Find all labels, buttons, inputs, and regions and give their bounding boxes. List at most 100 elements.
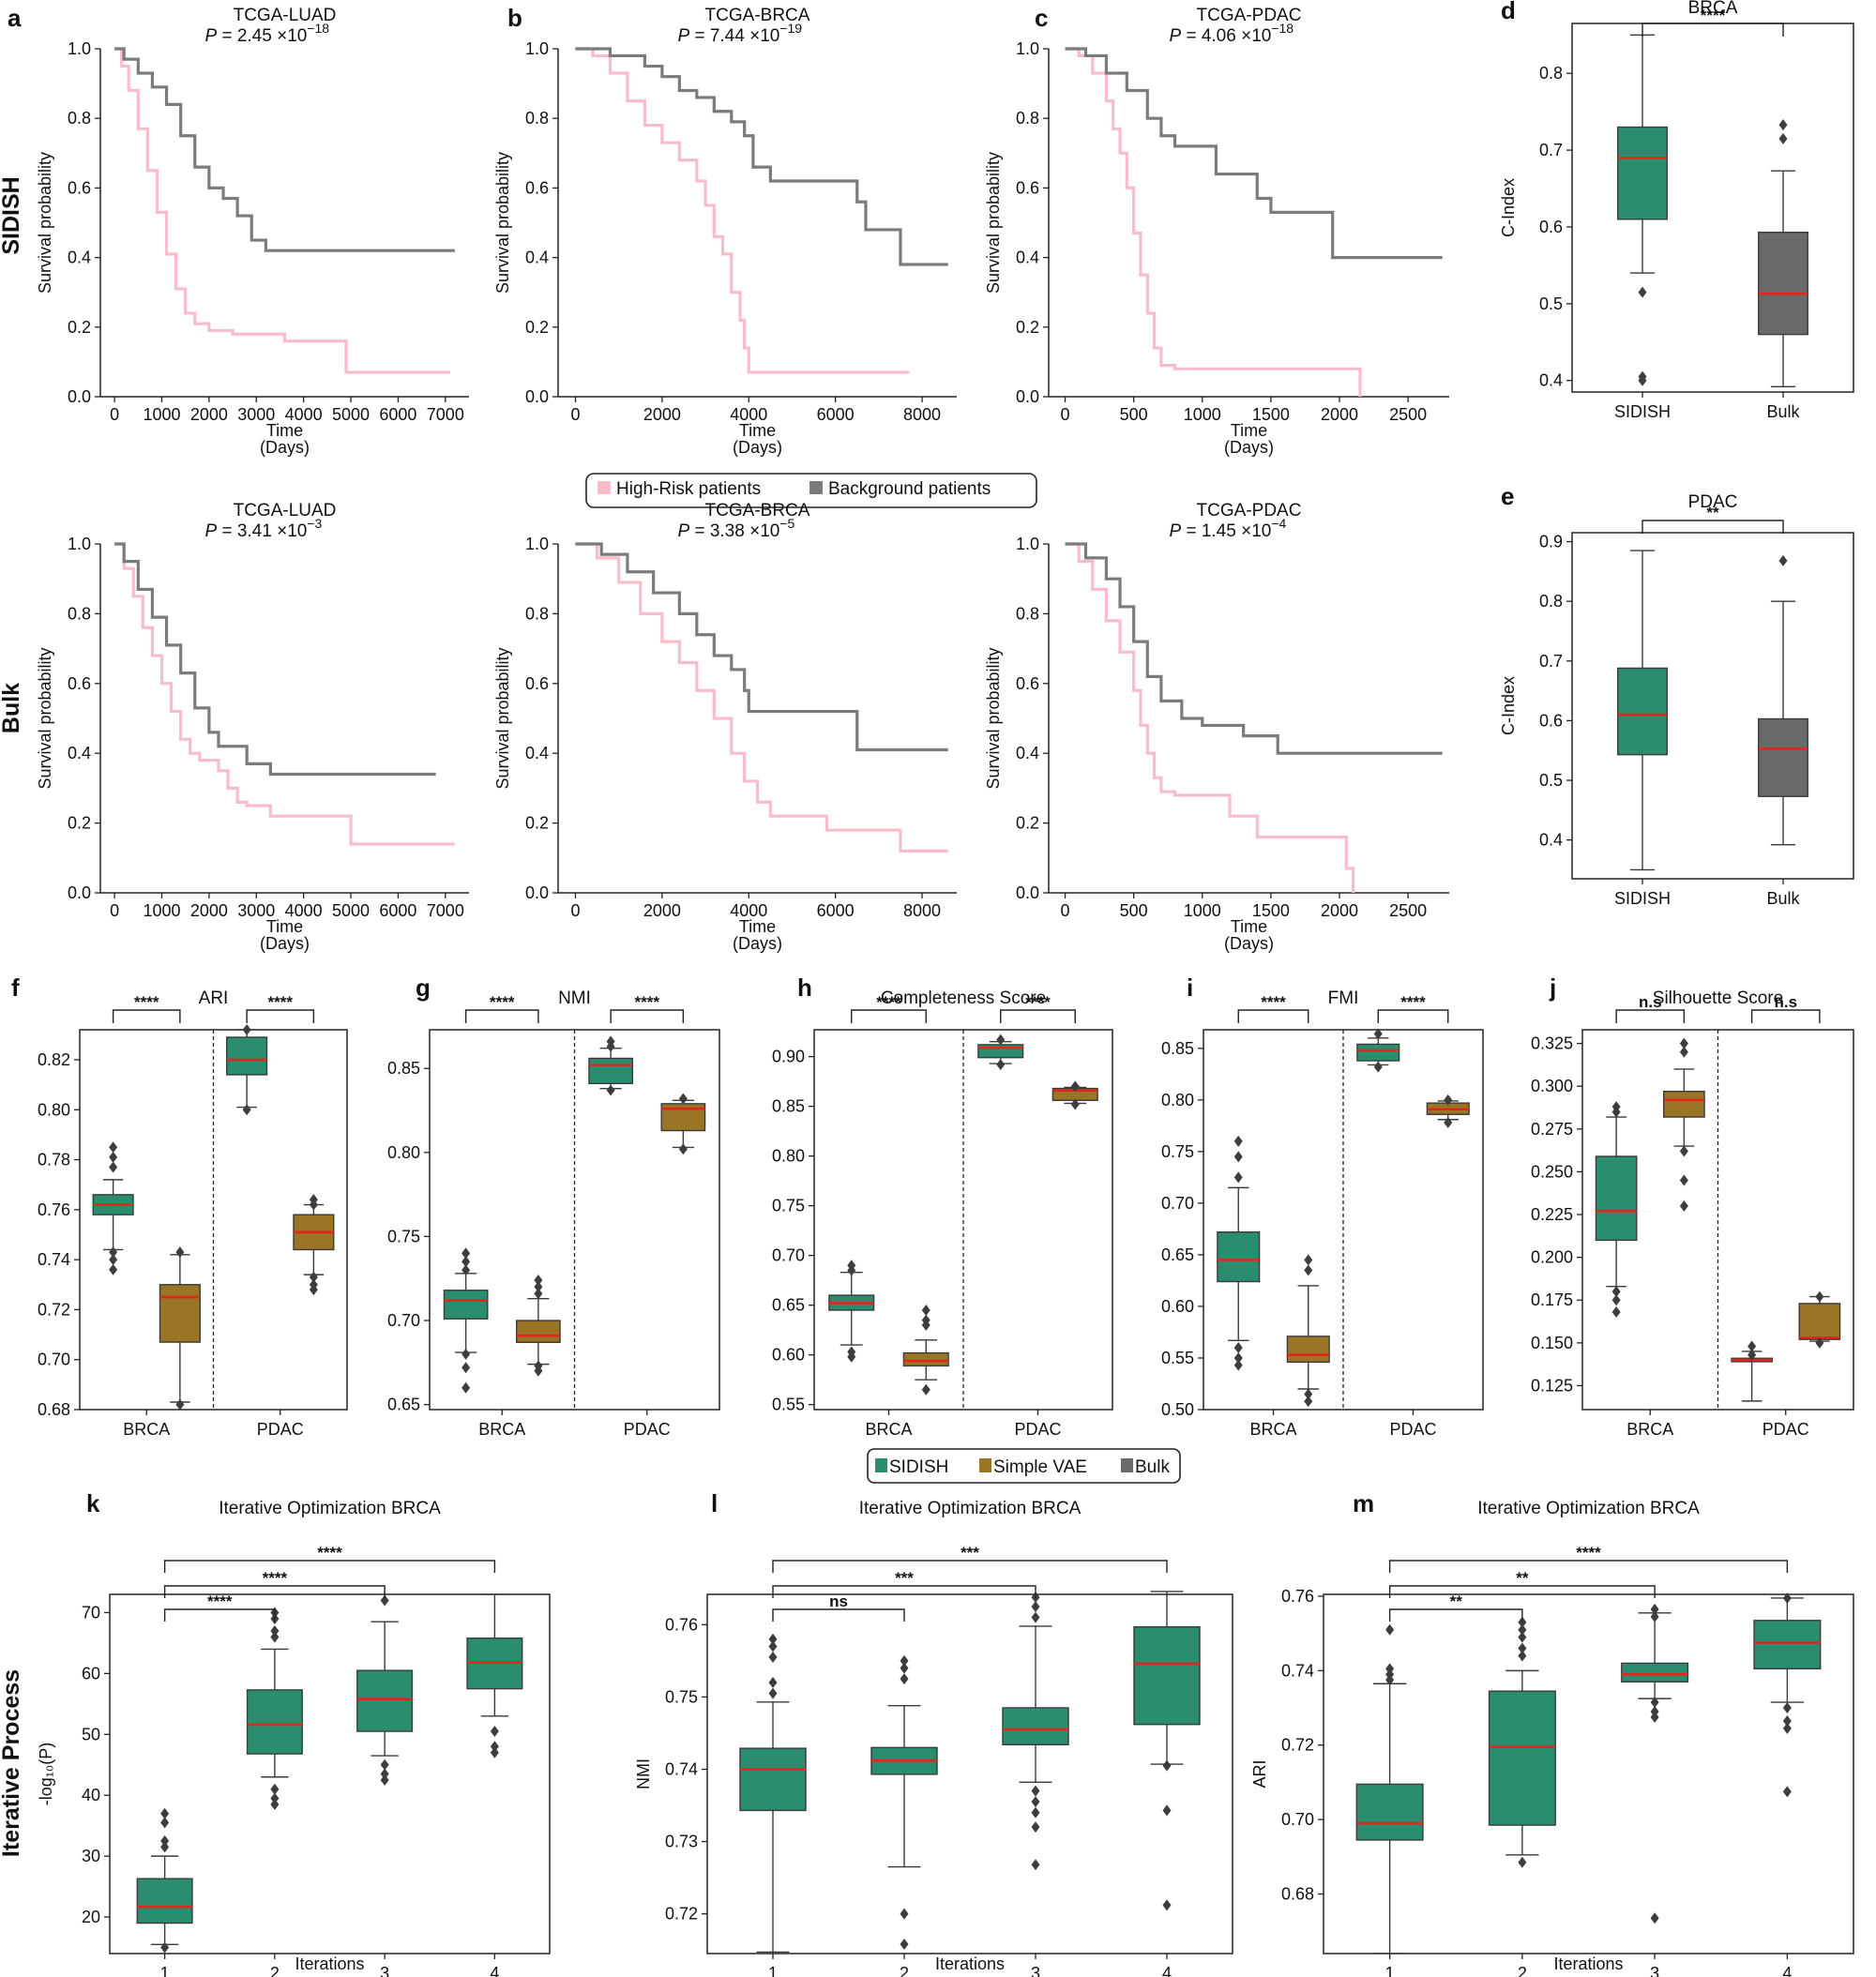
g-box-1-outlier — [461, 1348, 471, 1360]
d-ytick-label: 0.5 — [1539, 294, 1563, 313]
k-box-4-outlier — [490, 1746, 499, 1758]
f-ytick-label: 0.74 — [38, 1250, 70, 1269]
k-box-3-outlier — [380, 1768, 389, 1780]
d-plot-frame — [1571, 23, 1854, 393]
l-box-3-outlier — [1031, 1796, 1040, 1808]
b-xlabel-units: (Days) — [733, 438, 782, 457]
h-title: Completeness Score — [881, 988, 1046, 1008]
d-ytick-label: 0.8 — [1539, 64, 1563, 83]
m-box-2-iqr — [1488, 1690, 1556, 1826]
panel-i: i FMI 0.50 0.55 0.60 0.65 0.70 0.75 0.80 0.85 BRCA… — [1161, 973, 1484, 1439]
l-ytick-label: 0.74 — [665, 1759, 698, 1778]
b-ytick-label: 0.2 — [525, 318, 549, 337]
k-ytick-label: 50 — [82, 1725, 100, 1743]
a-title: TCGA-LUAD — [234, 6, 337, 25]
j-sig-bracket — [1615, 1009, 1686, 1023]
e-ytick-label: 0.5 — [1539, 771, 1563, 790]
m-box-4-outlier — [1782, 1786, 1792, 1798]
m-title: Iterative Optimization BRCA — [1477, 1499, 1700, 1518]
l-box-3-outlier — [1031, 1821, 1040, 1834]
g-sig-bracket — [610, 1009, 685, 1023]
a-ytick-label: 0.6 — [68, 178, 91, 197]
d-ylabel: C-Index — [1499, 178, 1518, 237]
g-ytick-label: 0.75 — [387, 1227, 420, 1245]
j-sig-bracket — [1750, 1009, 1821, 1023]
box-legend-swatch-sidish — [875, 1458, 887, 1472]
m-box-4-iqr — [1753, 1620, 1822, 1670]
k-box-2-iqr — [246, 1689, 303, 1755]
c2-ytick-label: 1.0 — [1016, 535, 1039, 553]
k-box-1-outlier — [160, 1841, 170, 1853]
c2-ytick-label: 0.4 — [1016, 744, 1039, 762]
m-xlabel: Iterations — [1553, 1954, 1623, 1973]
b2-ytick-label: 0.4 — [525, 744, 549, 762]
panel-label-a: a — [8, 4, 22, 32]
k-ylabel: -log₁₀(P) — [37, 1743, 55, 1806]
l-box-1-outlier — [768, 1652, 778, 1664]
i-title: FMI — [1328, 988, 1359, 1008]
panel-label-c: c — [1035, 4, 1048, 32]
b2-ylabel: Survival probability — [493, 647, 512, 789]
m-ytick-label: 0.68 — [1281, 1884, 1314, 1903]
h-ytick-label: 0.55 — [772, 1396, 805, 1414]
k-box-2-outlier — [270, 1798, 280, 1810]
g-box-3-outlier — [606, 1084, 615, 1096]
l-title: Iterative Optimization BRCA — [859, 1499, 1082, 1518]
f-ytick-label: 0.68 — [38, 1400, 70, 1419]
f-sig-bracket — [246, 1009, 315, 1023]
j-xtick-label: PDAC — [1763, 1420, 1809, 1439]
d-box-2-outlier — [1778, 119, 1788, 131]
m-box-2-outlier — [1518, 1623, 1527, 1636]
c2-xtick-label: 0 — [1061, 901, 1070, 920]
km-legend-high-risk: High-Risk patients — [616, 479, 761, 499]
m-sig-label: ** — [1516, 1569, 1529, 1587]
g-box-4-outlier — [678, 1093, 688, 1105]
c-xlabel-units: (Days) — [1224, 438, 1274, 457]
f-box-3-outlier — [242, 1024, 251, 1035]
e-sig-bracket — [1642, 520, 1784, 534]
f-box-1-outlier — [109, 1254, 118, 1266]
panel-label-g: g — [416, 973, 431, 1002]
a-xtick-label: 2000 — [190, 405, 228, 424]
k-ytick-label: 20 — [82, 1908, 100, 1926]
j-ytick-label: 0.175 — [1531, 1290, 1573, 1309]
h-sig-label: **** — [876, 993, 901, 1011]
k-xtick-label: 3 — [380, 1964, 389, 1977]
f-box-4-outlier — [309, 1271, 318, 1283]
panel-label-f: f — [11, 973, 20, 1002]
j-box-2-outlier — [1679, 1200, 1688, 1212]
m-box-3-outlier — [1650, 1711, 1659, 1723]
m-box-4-outlier — [1782, 1702, 1792, 1714]
b2-ytick-label: 0.2 — [525, 814, 549, 833]
m-box-1-outlier — [1385, 1623, 1395, 1636]
a2-xlabel: Time — [266, 917, 303, 936]
c2-series-high-risk — [1065, 542, 1355, 893]
e-ytick-label: 0.6 — [1539, 711, 1563, 730]
k-box-1-outlier — [160, 1817, 170, 1829]
row-label-sidish: SIDISH — [0, 176, 24, 254]
b2-xtick-label: 0 — [570, 901, 580, 920]
i-ytick-label: 0.85 — [1161, 1039, 1194, 1058]
l-box-1-outlier — [768, 1677, 778, 1689]
i-ytick-label: 0.70 — [1161, 1194, 1194, 1213]
l-box-4-outlier — [1162, 1899, 1172, 1911]
i-ytick-label: 0.60 — [1161, 1297, 1194, 1316]
i-box-3-outlier — [1373, 1061, 1383, 1073]
h-box-1-outlier — [847, 1264, 856, 1276]
a2-xtick-label: 7000 — [427, 901, 464, 920]
b2-ytick-label: 1.0 — [525, 535, 549, 553]
box-legend-simple-vae: Simple VAE — [993, 1457, 1087, 1477]
d-box-2-outlier — [1778, 132, 1788, 144]
i-box-3-outlier — [1373, 1028, 1383, 1040]
g-sig-label: **** — [635, 993, 660, 1011]
h-box-2-outlier — [921, 1304, 930, 1316]
c2-ytick-label: 0.2 — [1016, 814, 1039, 833]
g-box-4-outlier — [678, 1143, 688, 1155]
k-sig-bracket — [163, 1608, 276, 1622]
d-ytick-label: 0.7 — [1539, 141, 1563, 159]
l-box-2-outlier — [900, 1908, 909, 1920]
box-legend-frame — [867, 1448, 1181, 1484]
k-box-3-outlier — [380, 1773, 389, 1786]
m-sig-bracket — [1388, 1560, 1789, 1573]
